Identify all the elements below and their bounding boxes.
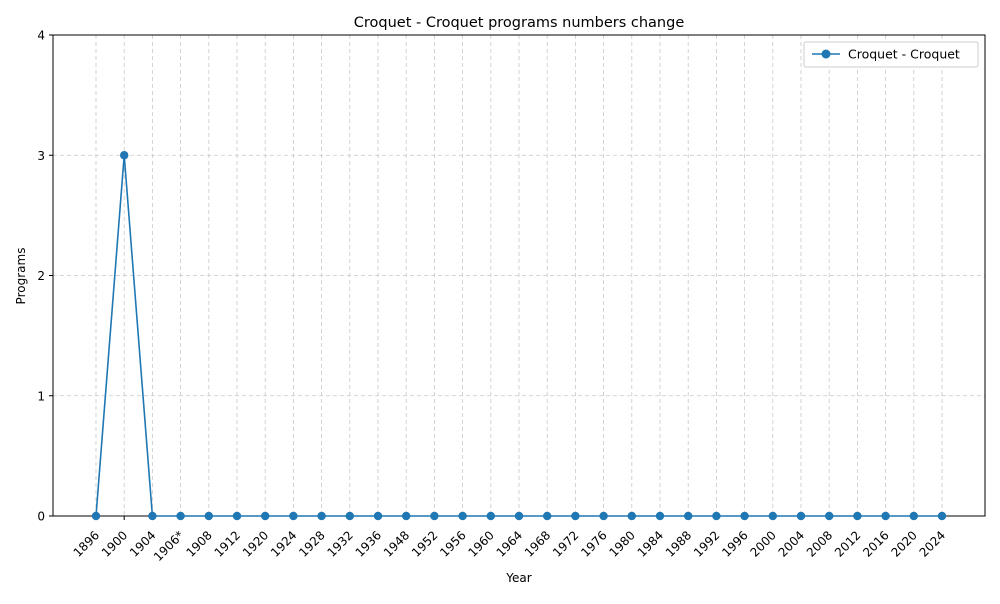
data-point [317, 511, 326, 521]
x-tick-label: 1996 [719, 528, 750, 559]
x-tick-label: 1972 [550, 528, 581, 559]
series-layer [91, 151, 947, 521]
data-point [768, 511, 777, 521]
x-tick-label: 2020 [888, 528, 919, 559]
data-point [514, 511, 524, 521]
x-tick-label: 1976 [578, 528, 609, 559]
x-tick-label: 1964 [494, 528, 525, 559]
data-point [655, 511, 665, 521]
x-tick-label: 2008 [804, 528, 835, 559]
data-point [458, 511, 467, 521]
data-point [627, 511, 636, 521]
data-point [373, 511, 383, 521]
x-tick-label: 1960 [465, 528, 496, 559]
x-tick-label: 1968 [522, 528, 553, 559]
x-tick-label: 1936 [353, 528, 384, 559]
data-point [176, 511, 185, 521]
data-point [91, 511, 101, 521]
data-point [402, 511, 411, 521]
x-tick-label: 1980 [606, 528, 637, 559]
series-line [95, 154, 942, 517]
x-tick-label: 1948 [381, 528, 412, 559]
x-tick-label: 1956 [437, 528, 468, 559]
x-tick-label: 1932 [324, 528, 355, 559]
series-0 [91, 151, 947, 521]
x-tick-label: 1920 [240, 528, 271, 559]
data-point [486, 511, 495, 521]
y-tick-label: 1 [37, 389, 45, 403]
data-point [853, 511, 862, 521]
data-point [543, 511, 552, 521]
x-tick-label: 1992 [691, 528, 722, 559]
y-tick-label: 0 [37, 510, 45, 524]
data-point [909, 511, 918, 521]
y-tick-label: 4 [37, 29, 45, 43]
data-point [740, 511, 749, 521]
x-axis-label: Year [505, 571, 531, 585]
data-point [571, 511, 580, 521]
data-point [430, 511, 439, 521]
data-point [825, 511, 834, 521]
x-tick-label: 1912 [212, 528, 243, 559]
data-point [345, 511, 354, 521]
legend-label: Croquet - Croquet [848, 47, 960, 62]
legend-marker [821, 49, 831, 59]
x-tick-label: 1906* [151, 528, 187, 564]
data-point [120, 151, 129, 160]
x-tick-label: 1988 [663, 528, 694, 559]
x-tick-label: 2000 [747, 528, 778, 559]
x-tick-label: 1924 [268, 528, 299, 559]
data-point [684, 511, 693, 521]
x-tick-label: 1908 [183, 528, 214, 559]
axes: 012341896190019041906*190819121920192419… [37, 29, 986, 564]
data-point [204, 511, 213, 521]
legend-box [803, 41, 979, 68]
x-tick-label: 1952 [409, 528, 440, 559]
grid [53, 34, 985, 517]
x-tick-label: 2024 [917, 528, 948, 559]
legend: Croquet - Croquet [803, 41, 979, 68]
x-tick-label: 1928 [296, 528, 327, 559]
y-axis-label: Programs [14, 248, 28, 305]
x-tick-label: 1896 [71, 528, 102, 559]
x-tick-label: 2012 [832, 528, 863, 559]
data-point [937, 511, 947, 521]
x-tick-label: 2004 [776, 528, 807, 559]
data-point [599, 511, 608, 521]
chart-title: Croquet - Croquet programs numbers chang… [354, 15, 685, 31]
data-point [289, 511, 298, 521]
data-point [881, 511, 890, 521]
x-tick-label: 1900 [99, 528, 130, 559]
x-tick-label: 1984 [635, 528, 666, 559]
data-point [232, 511, 242, 521]
data-point [261, 511, 270, 521]
y-tick-label: 3 [37, 149, 45, 163]
data-point [148, 511, 157, 521]
x-tick-label: 2016 [860, 528, 891, 559]
data-point [796, 511, 806, 521]
y-tick-label: 2 [37, 269, 45, 283]
data-point [712, 511, 721, 521]
